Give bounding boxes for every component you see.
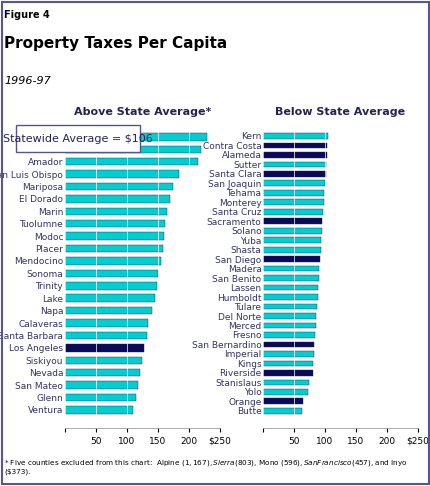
Title: Above State Average*: Above State Average* (74, 107, 210, 117)
Bar (64, 158, 198, 165)
Bar (262, 161, 326, 167)
Bar (64, 183, 173, 190)
Bar (262, 294, 317, 300)
Bar (262, 247, 320, 253)
Bar (262, 285, 317, 291)
Bar (262, 304, 316, 310)
Bar (64, 270, 157, 277)
Bar (262, 171, 325, 177)
Bar (64, 406, 132, 414)
Bar (262, 313, 316, 319)
Bar (64, 394, 136, 401)
Bar (64, 369, 140, 377)
Bar (262, 351, 313, 357)
Bar (64, 344, 144, 351)
Bar (64, 220, 165, 227)
Text: 1996-97: 1996-97 (4, 76, 51, 86)
Bar (64, 257, 160, 265)
Title: Below State Average: Below State Average (275, 107, 405, 117)
Text: Statewide Average = $106: Statewide Average = $106 (3, 134, 152, 143)
Bar (64, 232, 163, 240)
Bar (262, 218, 322, 224)
Bar (262, 180, 324, 186)
Bar (64, 307, 151, 314)
Bar (64, 170, 179, 178)
Bar (262, 275, 318, 281)
Bar (262, 209, 322, 215)
Bar (262, 142, 327, 148)
Bar (262, 152, 326, 158)
Bar (262, 408, 301, 414)
Text: * Five counties excluded from this chart:  Alpine ($1,167), Sierra ($803), Mono : * Five counties excluded from this chart… (4, 458, 407, 475)
Bar (64, 382, 138, 389)
Bar (262, 133, 327, 139)
Bar (262, 199, 323, 205)
Bar (262, 361, 313, 366)
Text: Figure 4: Figure 4 (4, 10, 50, 20)
Bar (64, 133, 207, 140)
Bar (262, 342, 314, 347)
Bar (262, 237, 320, 243)
Bar (262, 228, 321, 234)
Bar (64, 282, 156, 290)
Bar (262, 399, 303, 404)
Bar (262, 389, 307, 395)
FancyBboxPatch shape (15, 125, 139, 152)
Bar (262, 256, 319, 262)
Bar (64, 245, 163, 252)
Bar (262, 323, 315, 329)
Bar (64, 357, 142, 364)
Bar (64, 332, 146, 339)
Bar (262, 190, 324, 196)
Text: Property Taxes Per Capita: Property Taxes Per Capita (4, 36, 227, 51)
Bar (64, 319, 148, 327)
Bar (262, 380, 309, 385)
Bar (262, 370, 312, 376)
Bar (64, 208, 167, 215)
Bar (64, 295, 154, 302)
Bar (64, 145, 201, 153)
Bar (262, 332, 314, 338)
Bar (262, 266, 319, 272)
Bar (64, 195, 170, 203)
